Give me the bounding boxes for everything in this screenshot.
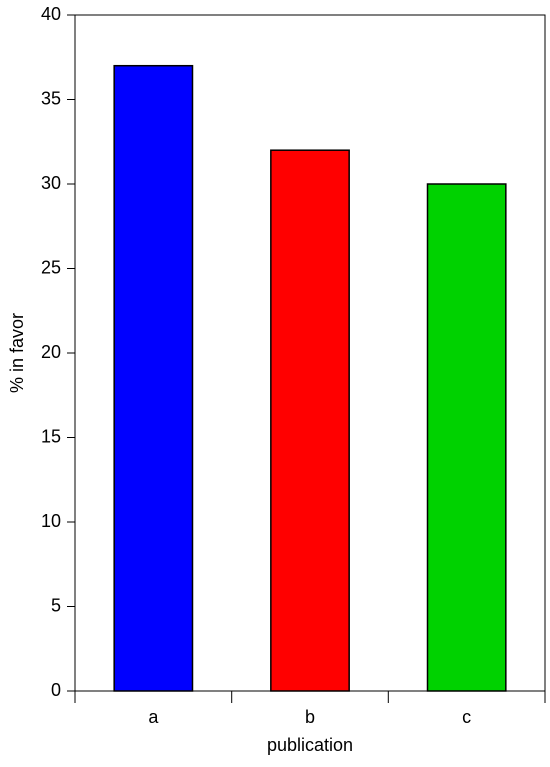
y-tick-label: 5 — [51, 595, 61, 615]
y-tick-label: 20 — [41, 342, 61, 362]
x-tick-label: c — [462, 707, 471, 727]
bar — [113, 64, 194, 692]
x-tick-label: b — [305, 707, 315, 727]
y-tick-label: 25 — [41, 257, 61, 277]
y-tick-label: 35 — [41, 88, 61, 108]
y-tick-label: 0 — [51, 680, 61, 700]
x-tick-label: a — [148, 707, 159, 727]
bar — [270, 149, 350, 692]
y-tick-label: 15 — [41, 426, 61, 446]
y-axis-label: % in favor — [7, 313, 27, 393]
y-tick-label: 40 — [41, 4, 61, 24]
y-tick-label: 30 — [41, 173, 61, 193]
bar — [426, 183, 507, 692]
y-tick-label: 10 — [41, 511, 61, 531]
x-axis-label: publication — [267, 735, 353, 755]
